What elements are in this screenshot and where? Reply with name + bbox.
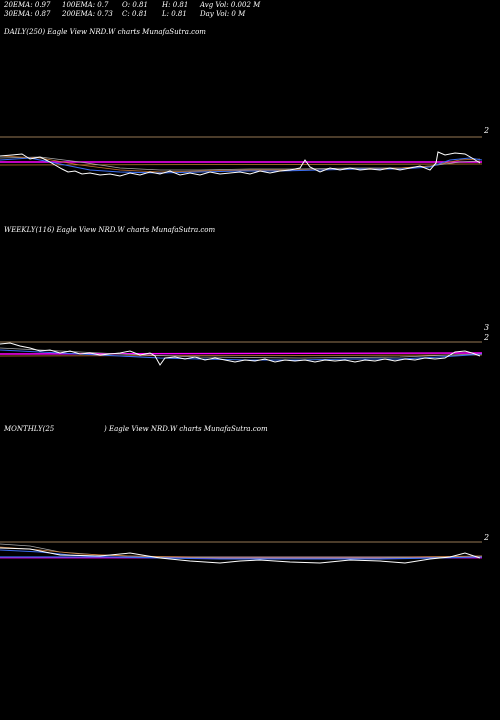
- daily-ema-orange: [0, 155, 481, 173]
- monthly-ema-gray: [0, 543, 483, 559]
- weekly-panel-title: WEEKLY(116) Eagle View NRD.W charts Muna…: [4, 226, 216, 234]
- daily-price-line: [0, 151, 481, 177]
- weekly-price-line: [0, 342, 481, 366]
- weekly-chart: 3 2: [0, 323, 489, 366]
- daily-ema-orange-flat: [0, 163, 483, 166]
- ema100-stat: 100EMA: 0.7: [62, 1, 109, 9]
- daily-chart: 2: [0, 126, 489, 177]
- monthly-panel-title-left: MONTHLY(25: [4, 425, 55, 433]
- stats-header: 20EMA: 0.97 100EMA: 0.7 O: 0.81 H: 0.81 …: [0, 0, 500, 20]
- daily-axis-label: 2: [483, 126, 489, 135]
- daily-ema-blue: [0, 157, 483, 174]
- weekly-axis-label: 2: [483, 333, 489, 342]
- avg-vol-stat: Avg Vol: 0.002 M: [200, 1, 261, 9]
- monthly-price-line: [0, 547, 481, 564]
- weekly-ema-orange-flat: [0, 354, 483, 357]
- monthly-chart: 2: [0, 533, 489, 564]
- monthly-panel-title-right: ) Eagle View NRD.W charts MunafaSutra.co…: [104, 425, 268, 433]
- monthly-ema-orange: [0, 546, 483, 558]
- day-vol-stat: Day Vol: 0 M: [200, 10, 246, 18]
- low-stat: L: 0.81: [162, 10, 187, 18]
- monthly-axis-label: 2: [483, 533, 489, 542]
- high-stat: H: 0.81: [162, 1, 189, 9]
- close-stat: C: 0.81: [122, 10, 148, 18]
- ema20-stat: 20EMA: 0.97: [4, 1, 51, 9]
- ema200-stat: 200EMA: 0.73: [62, 10, 113, 18]
- ema30-stat: 30EMA: 0.87: [4, 10, 51, 18]
- daily-panel-title: DAILY(250) Eagle View NRD.W charts Munaf…: [4, 28, 206, 36]
- weekly-axis-label-top: 3: [484, 323, 489, 332]
- open-stat: O: 0.81: [122, 1, 148, 9]
